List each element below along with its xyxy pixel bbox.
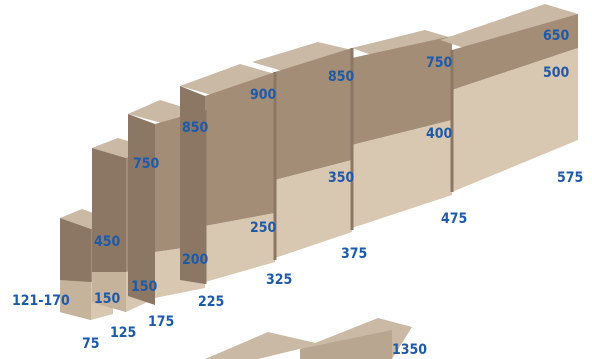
block-3-lower-value: 200 [182, 252, 209, 268]
block-1-upper-value: 450 [94, 234, 121, 250]
block-6-upper-value: 750 [426, 55, 453, 71]
block-7-lower-value: 500 [543, 65, 570, 81]
bottom-label-225: 225 [198, 294, 224, 310]
bottom-label-125: 125 [110, 325, 136, 341]
block-6-front-upper [352, 36, 452, 145]
block-5-front-upper [275, 48, 352, 180]
second-row-value-label: 1350 [392, 342, 427, 358]
block-1-lower-value: 150 [94, 291, 121, 307]
block-5 [252, 42, 352, 258]
value-labels: 450 150 750 150 850 200 900 250 850 350 … [94, 28, 570, 307]
block-2-upper-value: 750 [133, 156, 160, 172]
block-4-top [180, 64, 275, 96]
block-7-front-upper [452, 14, 578, 90]
block-5-upper-value: 850 [328, 69, 355, 85]
bottom-label-75: 75 [82, 336, 100, 352]
bottom-label-175: 175 [148, 314, 174, 330]
block-7 [440, 4, 578, 192]
block-5-lower-value: 350 [328, 170, 355, 186]
bottom-label-375: 375 [341, 246, 367, 262]
bottom-label-475: 475 [441, 211, 467, 227]
second-row-blocks: 1350 [205, 318, 427, 359]
block-4-lower-value: 250 [250, 220, 277, 236]
block-6-top [352, 30, 452, 58]
block-3-upper-value: 850 [182, 120, 209, 136]
second-row-block-1-top [205, 332, 320, 359]
second-row-block-2-front [300, 330, 392, 359]
block-6-front-lower [352, 120, 452, 228]
block-2-lower-value: 150 [131, 279, 158, 295]
block-7-upper-value: 650 [543, 28, 570, 44]
bottom-label-575: 575 [557, 170, 583, 186]
block-6 [352, 30, 452, 228]
block-4-upper-value: 900 [250, 87, 277, 103]
bottom-label-325: 325 [266, 272, 292, 288]
block-4-front-lower [205, 213, 275, 282]
block-4-front-upper [205, 72, 275, 226]
block-dividers [203, 48, 354, 284]
block-5-top [252, 42, 352, 72]
block-4 [180, 64, 275, 284]
depth-label: 121-170 [12, 293, 70, 309]
block-1-side-lower [60, 280, 91, 320]
block-4-side [180, 86, 205, 284]
block-6-lower-value: 400 [426, 126, 453, 142]
block-7-top [440, 4, 578, 50]
block-2-side-lower [92, 272, 126, 312]
block-3-side [128, 114, 155, 305]
bottom-labels: 121-170 75 125 175 225 325 375 475 575 [12, 170, 583, 352]
block-7-front-lower [452, 48, 578, 192]
block-2-side [92, 148, 126, 312]
block-5-front-lower [275, 160, 352, 258]
